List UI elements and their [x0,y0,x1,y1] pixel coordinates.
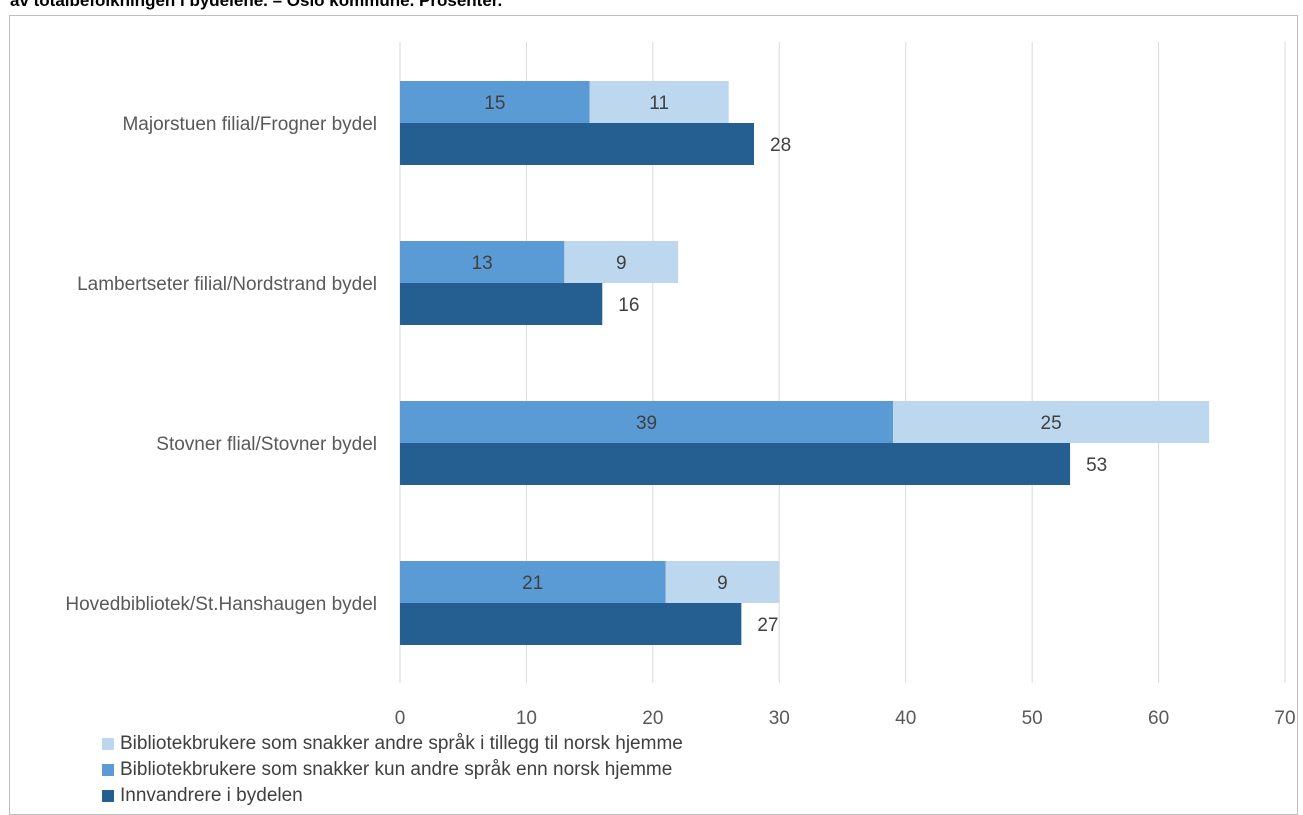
category-label: Majorstuen filial/Frogner bydel [122,114,377,135]
bar-segment [400,241,565,283]
data-label: 53 [1086,455,1107,476]
data-label: 11 [649,93,669,114]
data-label: 9 [717,573,728,594]
data-label: 21 [522,573,543,594]
data-label: 25 [1041,413,1062,434]
category-label: Hovedbibliotek/St.Hanshaugen bydel [65,594,377,615]
legend-label: Bibliotekbrukere som snakker andre språk… [120,733,683,754]
data-label: 27 [757,615,778,636]
x-tick-label: 20 [642,708,663,729]
legend-label: Bibliotekbrukere som snakker kun andre s… [120,759,673,780]
bar [400,603,742,645]
category-label: Lambertseter filial/Nordstrand bydel [77,274,377,295]
category-label: Stovner flial/Stovner bydel [156,434,377,455]
bar [400,123,754,165]
legend-label: Innvandrere i bydelen [120,785,303,806]
x-tick-label: 30 [769,708,790,729]
data-label: 39 [636,413,657,434]
legend-swatch [102,738,114,750]
x-tick-label: 60 [1148,708,1169,729]
data-label: 16 [618,295,639,316]
data-label: 15 [484,93,505,114]
legend-item: Bibliotekbrukere som snakker andre språk… [102,733,683,755]
chart-caption: av totalbefolkningen i bydelene. – Oslo … [10,0,503,10]
x-tick-label: 70 [1274,708,1295,729]
bar-segment [400,561,666,603]
legend-swatch [102,790,114,802]
legend-item: Innvandrere i bydelen [102,785,303,807]
bar-segment [400,401,894,443]
bar-segment [564,241,679,283]
x-tick-label: 40 [895,708,916,729]
data-label: 28 [770,135,791,156]
data-label: 9 [616,253,627,274]
bar-segment [589,81,729,123]
data-label: 13 [472,253,493,274]
bar-segment [665,561,780,603]
x-tick-label: 0 [395,708,406,729]
bar-segment [893,401,1210,443]
legend-item: Bibliotekbrukere som snakker kun andre s… [102,759,672,781]
bar [400,443,1071,485]
bar-segment [400,81,590,123]
x-tick-label: 50 [1022,708,1043,729]
bar [400,283,603,325]
x-tick-label: 10 [516,708,537,729]
legend-swatch [102,764,114,776]
